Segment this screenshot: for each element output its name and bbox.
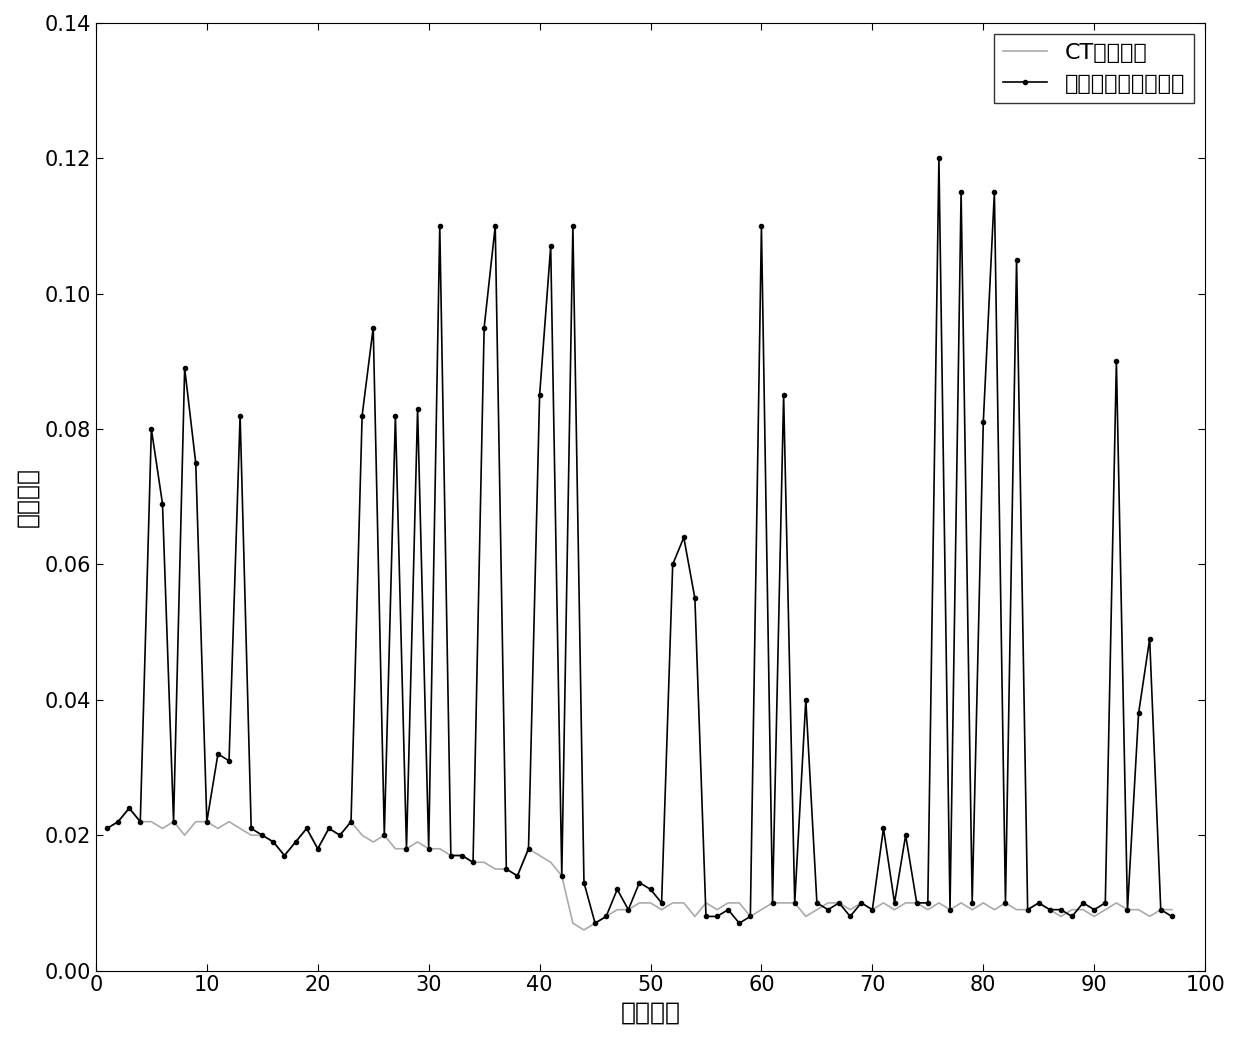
设备利用率相对误差 — [720, 904, 735, 916]
CT相对误差 — [388, 842, 403, 855]
设备利用率相对误差 — [377, 829, 392, 841]
CT相对误差 — [577, 924, 591, 936]
Y-axis label: 相对误差: 相对误差 — [15, 467, 38, 527]
CT相对误差 — [732, 896, 746, 909]
设备利用率相对误差 — [588, 917, 603, 930]
设备利用率相对误差 — [177, 362, 192, 374]
Legend: CT相对误差, 设备利用率相对误差: CT相对误差, 设备利用率相对误差 — [993, 34, 1194, 103]
X-axis label: 数据组数: 数据组数 — [620, 1000, 681, 1025]
CT相对误差 — [655, 904, 670, 916]
设备利用率相对误差 — [1164, 910, 1179, 922]
Line: CT相对误差: CT相对误差 — [107, 808, 1172, 930]
设备利用率相对误差 — [931, 152, 946, 164]
CT相对误差 — [122, 802, 136, 814]
CT相对误差 — [99, 823, 114, 835]
Line: 设备利用率相对误差: 设备利用率相对误差 — [105, 156, 1174, 926]
CT相对误差 — [188, 815, 203, 828]
CT相对误差 — [144, 815, 159, 828]
设备利用率相对误差 — [644, 883, 658, 895]
CT相对误差 — [942, 904, 957, 916]
CT相对误差 — [1164, 904, 1179, 916]
设备利用率相对误差 — [133, 815, 148, 828]
设备利用率相对误差 — [99, 823, 114, 835]
设备利用率相对误差 — [942, 904, 957, 916]
